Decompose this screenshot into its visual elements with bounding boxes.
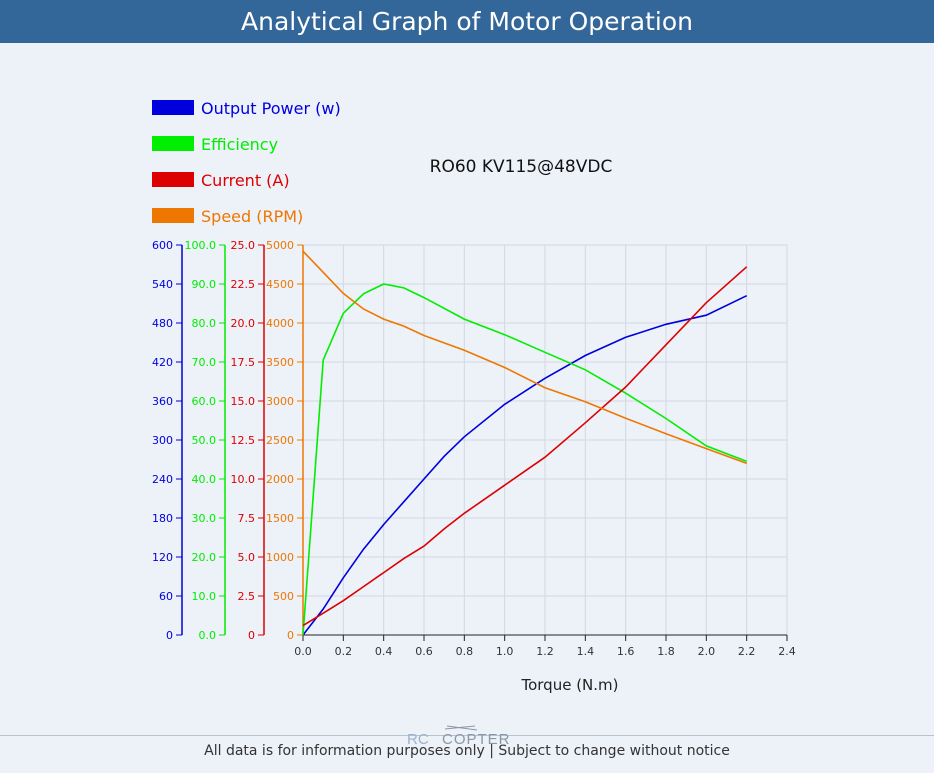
power-tick-label: 420: [152, 356, 173, 369]
speed-tick-label: 4500: [266, 278, 294, 291]
efficiency-tick-label: 70.0: [192, 356, 217, 369]
legend-label-speed: Speed (RPM): [201, 207, 303, 226]
power-tick-label: 120: [152, 551, 173, 564]
power-tick-label: 60: [159, 590, 173, 603]
power-tick-label: 300: [152, 434, 173, 447]
current-tick-label: 15.0: [231, 395, 256, 408]
speed-tick-label: 0: [287, 629, 294, 642]
current-tick-label: 22.5: [231, 278, 256, 291]
x-tick-label: 1.6: [617, 645, 635, 658]
legend-swatch-efficiency: [152, 136, 194, 151]
current-tick-label: 2.5: [238, 590, 256, 603]
efficiency-tick-label: 80.0: [192, 317, 217, 330]
x-tick-label: 0.6: [415, 645, 433, 658]
logo-text-copter: COPTER: [442, 731, 511, 748]
logo-text-rc: RC: [407, 731, 429, 748]
power-tick-label: 0: [166, 629, 173, 642]
footer-note: All data is for information purposes onl…: [204, 743, 730, 759]
current-tick-label: 0: [248, 629, 255, 642]
legend-label-current: Current (A): [201, 171, 290, 190]
chart-title: RO60 KV115@48VDC: [430, 157, 613, 177]
x-tick-label: 1.4: [577, 645, 595, 658]
x-tick-label: 1.2: [536, 645, 554, 658]
current-tick-label: 25.0: [231, 239, 256, 252]
current-tick-label: 20.0: [231, 317, 256, 330]
legend-label-power: Output Power (w): [201, 99, 341, 118]
power-tick-label: 480: [152, 317, 173, 330]
x-tick-label: 0.0: [294, 645, 312, 658]
power-tick-label: 240: [152, 473, 173, 486]
efficiency-tick-label: 60.0: [192, 395, 217, 408]
x-tick-label: 2.0: [698, 645, 716, 658]
speed-tick-label: 4000: [266, 317, 294, 330]
series-line-current: [302, 266, 748, 627]
speed-tick-label: 2000: [266, 473, 294, 486]
x-tick-label: 1.8: [657, 645, 675, 658]
efficiency-tick-label: 20.0: [192, 551, 217, 564]
legend-swatch-speed: [152, 208, 194, 223]
speed-tick-label: 500: [273, 590, 294, 603]
efficiency-tick-label: 0.0: [199, 629, 217, 642]
x-tick-label: 0.2: [335, 645, 353, 658]
speed-tick-label: 1500: [266, 512, 294, 525]
rc-copter-logo: RC COPTER: [407, 725, 511, 748]
speed-tick-label: 5000: [266, 239, 294, 252]
efficiency-tick-label: 90.0: [192, 278, 217, 291]
current-tick-label: 10.0: [231, 473, 256, 486]
series-line-efficiency: [302, 283, 747, 636]
series-line-speed: [302, 250, 747, 465]
x-tick-label: 0.8: [456, 645, 474, 658]
power-tick-label: 600: [152, 239, 173, 252]
efficiency-tick-label: 50.0: [192, 434, 217, 447]
power-tick-label: 540: [152, 278, 173, 291]
x-tick-label: 2.2: [738, 645, 756, 658]
power-tick-label: 180: [152, 512, 173, 525]
page-header: Analytical Graph of Motor Operation: [0, 0, 934, 43]
speed-tick-label: 2500: [266, 434, 294, 447]
x-tick-label: 2.4: [778, 645, 796, 658]
efficiency-tick-label: 10.0: [192, 590, 217, 603]
x-tick-label: 1.0: [496, 645, 514, 658]
efficiency-tick-label: 30.0: [192, 512, 217, 525]
speed-tick-label: 3500: [266, 356, 294, 369]
legend-swatch-power: [152, 100, 194, 115]
current-tick-label: 17.5: [231, 356, 256, 369]
speed-tick-label: 1000: [266, 551, 294, 564]
current-tick-label: 12.5: [231, 434, 256, 447]
series-line-power: [302, 294, 748, 636]
x-tick-label: 0.4: [375, 645, 393, 658]
x-axis-label: Torque (N.m): [520, 676, 618, 694]
current-tick-label: 5.0: [238, 551, 256, 564]
legend-label-efficiency: Efficiency: [201, 135, 278, 154]
legend-swatch-current: [152, 172, 194, 187]
footer-divider: [0, 735, 934, 736]
current-tick-label: 7.5: [238, 512, 256, 525]
efficiency-tick-label: 40.0: [192, 473, 217, 486]
page-title: Analytical Graph of Motor Operation: [241, 7, 693, 36]
speed-tick-label: 3000: [266, 395, 294, 408]
efficiency-tick-label: 100.0: [185, 239, 217, 252]
power-tick-label: 360: [152, 395, 173, 408]
